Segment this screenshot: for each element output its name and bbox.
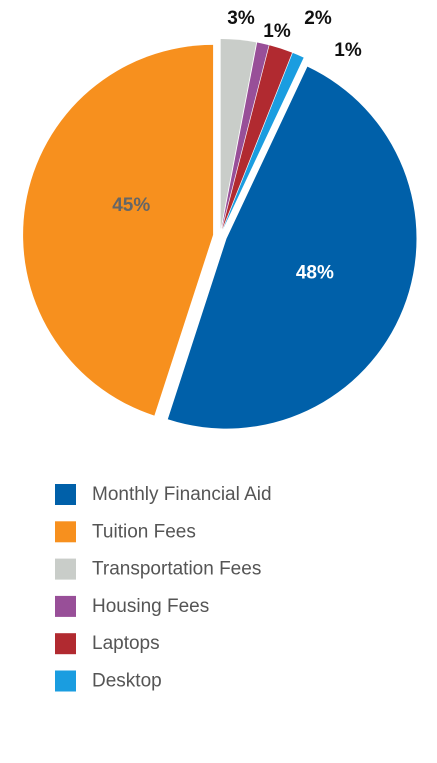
legend-label: Desktop xyxy=(92,671,162,692)
pie-slice xyxy=(23,44,214,416)
legend-label: Tuition Fees xyxy=(92,521,196,542)
data-label: 45% xyxy=(112,195,150,216)
legend-label: Laptops xyxy=(92,633,160,654)
data-label: 1% xyxy=(263,21,291,42)
data-label: 48% xyxy=(296,263,334,284)
legend-swatch xyxy=(55,484,76,505)
legend-label: Transportation Fees xyxy=(92,559,261,580)
data-label: 2% xyxy=(304,8,332,29)
legend-label: Housing Fees xyxy=(92,596,209,617)
legend-swatch xyxy=(55,633,76,655)
pie-slice xyxy=(222,45,293,230)
data-label: 1% xyxy=(334,40,362,61)
pie-slice xyxy=(167,66,417,429)
legend-swatch xyxy=(55,521,76,543)
pie-slice xyxy=(222,52,304,230)
legend-swatch xyxy=(55,595,76,617)
legend-label: Monthly Financial Aid xyxy=(92,484,272,505)
legend-swatch xyxy=(55,558,76,580)
pie-slice xyxy=(220,39,257,230)
legend-swatch xyxy=(55,670,76,692)
data-label: 3% xyxy=(227,8,255,29)
pie-slice xyxy=(221,42,269,230)
